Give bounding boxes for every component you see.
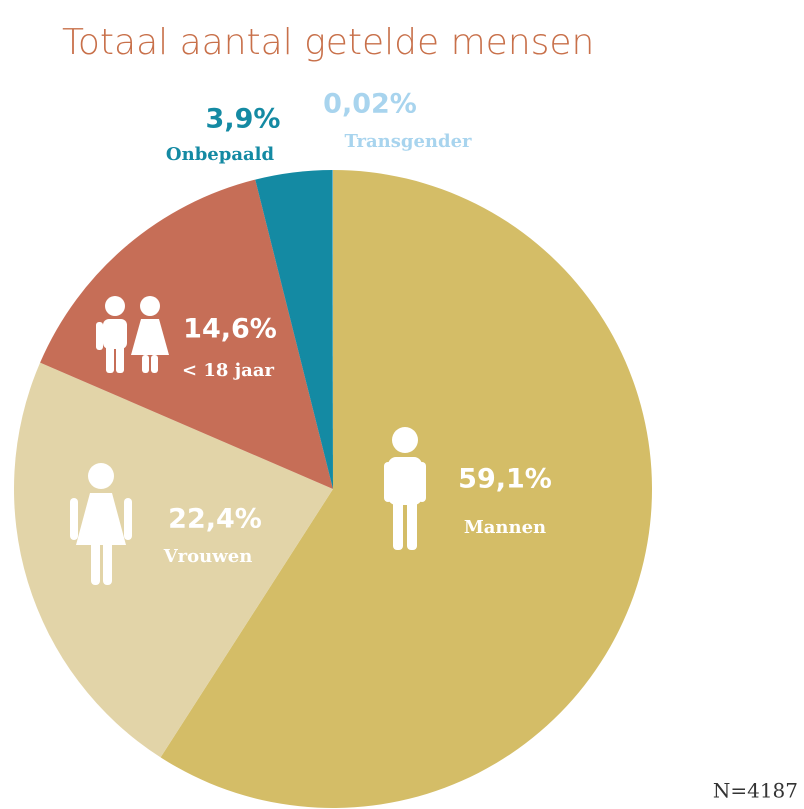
category-label: Onbepaald: [166, 144, 275, 165]
category-label: Vrouwen: [163, 546, 253, 567]
woman-icon: [70, 463, 132, 585]
value-label: 14,6%: [183, 314, 277, 345]
category-label: < 18 jaar: [182, 360, 275, 381]
icons: [70, 296, 426, 585]
man-icon: [384, 427, 426, 550]
children-icon: [96, 296, 169, 373]
category-label: Transgender: [344, 131, 472, 152]
value-label: 3,9%: [206, 104, 281, 135]
slice: [14, 362, 334, 758]
value-label: 59,1%: [458, 464, 552, 495]
slice: [255, 170, 333, 490]
value-label: 0,02%: [323, 89, 417, 120]
slice: [40, 179, 334, 489]
value-label: 22,4%: [168, 504, 262, 535]
chart-title: Totaal aantal getelde mensen: [62, 22, 594, 63]
note: N=4187: [713, 779, 798, 803]
category-label: Mannen: [464, 517, 546, 538]
pie: [14, 170, 653, 809]
